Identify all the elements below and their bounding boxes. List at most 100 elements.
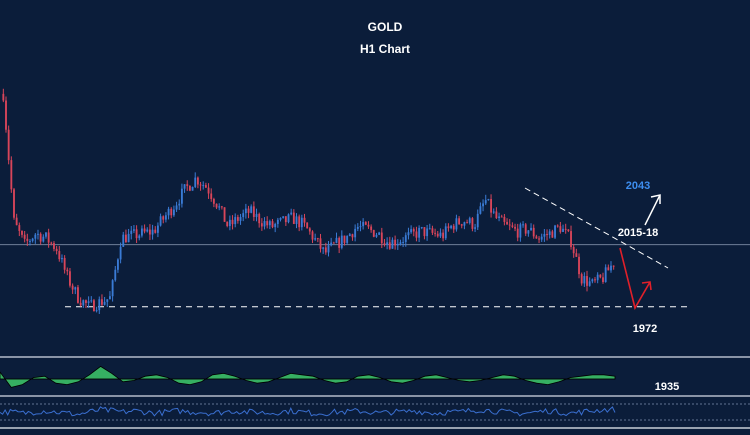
candle-body bbox=[415, 231, 418, 238]
candle-body bbox=[21, 230, 23, 235]
candle-body bbox=[135, 229, 138, 239]
candle-body bbox=[602, 277, 604, 283]
candle-body bbox=[226, 221, 229, 227]
candle-body bbox=[548, 231, 551, 236]
candle-body bbox=[503, 216, 506, 222]
candle-body bbox=[524, 224, 527, 234]
candle-body bbox=[53, 243, 55, 249]
candle-body bbox=[284, 216, 287, 223]
candle-body bbox=[447, 226, 450, 229]
candle-body bbox=[124, 234, 127, 243]
candle-body bbox=[18, 225, 21, 231]
candle-body bbox=[194, 177, 197, 187]
candle-body bbox=[175, 205, 178, 210]
candle-body bbox=[202, 185, 205, 187]
candle-body bbox=[460, 224, 463, 226]
candle-body bbox=[266, 221, 269, 226]
candle-body bbox=[252, 206, 255, 217]
candle-body bbox=[586, 276, 588, 286]
candle-body bbox=[234, 217, 237, 225]
candle-body bbox=[103, 301, 106, 305]
candle-body bbox=[306, 222, 309, 229]
candle-body bbox=[109, 296, 111, 300]
candle-body bbox=[31, 238, 34, 241]
candle-body bbox=[551, 231, 554, 238]
candle-body bbox=[164, 215, 167, 220]
candle-body bbox=[188, 185, 191, 191]
candle-body bbox=[314, 238, 317, 240]
candle-body bbox=[511, 225, 514, 227]
candle-body bbox=[10, 160, 13, 190]
candle-body bbox=[324, 247, 327, 253]
candle-body bbox=[340, 235, 343, 248]
candle-body bbox=[418, 227, 421, 238]
down-projection-arrowhead bbox=[641, 281, 652, 291]
candle-body bbox=[599, 274, 602, 278]
candle-body bbox=[508, 224, 511, 226]
candle-body bbox=[210, 193, 213, 199]
candle-body bbox=[50, 242, 53, 244]
candle-body bbox=[247, 208, 250, 213]
candle-body bbox=[79, 302, 82, 306]
candle-body bbox=[242, 213, 245, 218]
candle-body bbox=[151, 229, 154, 235]
candle-body bbox=[402, 241, 405, 243]
candle-body bbox=[442, 232, 445, 239]
candle-body bbox=[146, 229, 149, 232]
candle-body bbox=[122, 234, 125, 247]
down-projection-arrow bbox=[619, 247, 651, 311]
candle-body bbox=[580, 274, 583, 284]
candle-body bbox=[292, 212, 295, 224]
candle-body bbox=[37, 233, 39, 235]
candle-body bbox=[106, 299, 109, 302]
candle-body bbox=[170, 208, 173, 216]
candle-body bbox=[322, 247, 325, 249]
candle-body bbox=[559, 226, 562, 232]
candle-body bbox=[530, 227, 532, 231]
candle-body bbox=[351, 234, 354, 238]
candle-body bbox=[487, 199, 490, 201]
candle-body bbox=[399, 242, 402, 244]
candle-body bbox=[186, 184, 189, 186]
candle-body bbox=[74, 287, 77, 290]
candle-body bbox=[468, 218, 471, 223]
candle-body bbox=[159, 216, 162, 226]
candle-body bbox=[372, 230, 375, 237]
candle-body bbox=[279, 217, 282, 220]
candle-body bbox=[591, 279, 594, 282]
candle-body bbox=[540, 236, 543, 240]
candle-body bbox=[316, 238, 319, 240]
candle-body bbox=[434, 232, 437, 234]
candle-body bbox=[364, 222, 367, 225]
candle-body bbox=[516, 228, 519, 238]
candle-body bbox=[482, 203, 485, 207]
candle-body bbox=[484, 200, 487, 204]
candle-body bbox=[93, 300, 95, 312]
candle-body bbox=[588, 281, 591, 286]
candle-body bbox=[391, 239, 394, 249]
candle-body bbox=[479, 206, 482, 214]
candle-body bbox=[420, 227, 423, 229]
rsi-line bbox=[0, 406, 616, 417]
candle-body bbox=[156, 225, 159, 233]
candle-body bbox=[85, 300, 87, 303]
candle-body bbox=[55, 248, 58, 252]
candle-body bbox=[132, 229, 135, 231]
candle-body bbox=[29, 240, 31, 242]
candle-body bbox=[42, 236, 45, 242]
candle-body bbox=[423, 227, 426, 237]
candle-body bbox=[343, 235, 346, 243]
candle-body bbox=[583, 276, 586, 284]
candle-body bbox=[90, 300, 93, 302]
candle-body bbox=[426, 228, 429, 237]
candle-body bbox=[383, 243, 386, 245]
candle-body bbox=[594, 279, 596, 281]
candle-body bbox=[2, 93, 5, 101]
candle-body bbox=[492, 211, 495, 213]
up-arrow-shaft bbox=[644, 194, 661, 226]
candle-body bbox=[127, 233, 130, 243]
candle-body bbox=[567, 229, 570, 232]
candle-body bbox=[562, 228, 564, 232]
